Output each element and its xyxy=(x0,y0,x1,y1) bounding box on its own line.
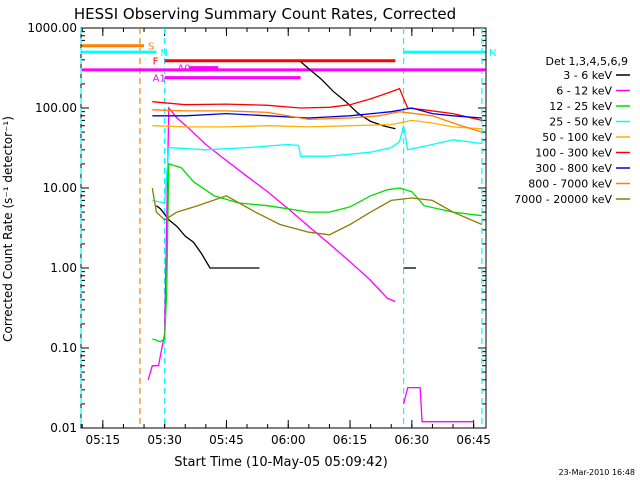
legend-label: 100 - 300 keV xyxy=(535,147,612,160)
series-2 xyxy=(152,163,482,343)
legend-label: 7000 - 20000 keV xyxy=(514,193,612,206)
chart-title: HESSI Observing Summary Count Rates, Cor… xyxy=(74,5,456,23)
series-line xyxy=(152,109,483,133)
timestamp-label: 23-Mar-2010 16:48 xyxy=(559,468,636,477)
series-8 xyxy=(151,187,483,236)
x-tick-label: 05:30 xyxy=(147,433,182,447)
legend: 3 - 6 keV 6 - 12 keV 12 - 25 keV 25 - 50 ke… xyxy=(514,69,630,206)
legend-label: 800 - 7000 keV xyxy=(528,178,612,191)
series-line xyxy=(152,119,482,130)
flag-label: S xyxy=(148,42,154,53)
y-tick-label: 1.00 xyxy=(50,261,77,275)
series-line xyxy=(152,107,482,119)
y-tick-label: 0.10 xyxy=(50,341,77,355)
series-line xyxy=(152,87,483,122)
y-tick-label: 1000.00 xyxy=(27,21,77,35)
legend-label: 50 - 100 keV xyxy=(542,131,612,144)
x-axis-label: Start Time (10-May-05 05:09:42) xyxy=(174,455,388,470)
x-tick-label: 05:45 xyxy=(209,433,244,447)
x-tick-label: 06:30 xyxy=(395,433,430,447)
series-6 xyxy=(152,107,482,119)
series-line xyxy=(152,163,482,343)
legend-label: 6 - 12 keV xyxy=(556,85,612,98)
legend-label: 12 - 25 keV xyxy=(549,100,612,113)
legend-label: 25 - 50 keV xyxy=(549,116,612,129)
series-1 xyxy=(147,106,474,423)
y-axis-label: Corrected Count Rate (s⁻¹ detector⁻¹) xyxy=(1,116,15,342)
series-7 xyxy=(152,109,483,133)
series-line xyxy=(300,61,396,130)
series-line xyxy=(152,125,482,204)
series-line xyxy=(402,386,474,423)
x-tick-label: 06:00 xyxy=(271,433,306,447)
series-line xyxy=(151,187,483,236)
y-tick-label: 100.00 xyxy=(35,101,77,115)
legend-label: 3 - 6 keV xyxy=(563,69,612,82)
x-tick-label: 06:45 xyxy=(456,433,491,447)
x-tick-label: 06:15 xyxy=(333,433,368,447)
plot-area: 0.01 0.10 1.00 10.00 100.00 1000.00 05:15 05:30… xyxy=(27,21,496,447)
flag-label: F xyxy=(153,57,159,68)
x-tick-label: 05:15 xyxy=(86,433,121,447)
y-tick-label: 10.00 xyxy=(43,181,77,195)
legend-title: Det 1,3,4,5,6,9 xyxy=(545,55,628,68)
series-5 xyxy=(152,87,483,122)
series-0 xyxy=(156,61,416,269)
y-tick-label: 0.01 xyxy=(50,421,77,435)
legend-label: 300 - 800 keV xyxy=(535,162,612,175)
flag-label: N xyxy=(160,48,167,59)
flag-label: N xyxy=(489,48,496,59)
series-3 xyxy=(152,125,482,204)
series-4 xyxy=(152,119,482,130)
plot-frame xyxy=(80,27,487,429)
series-line xyxy=(156,205,260,269)
flag-label: A1 xyxy=(153,74,166,85)
